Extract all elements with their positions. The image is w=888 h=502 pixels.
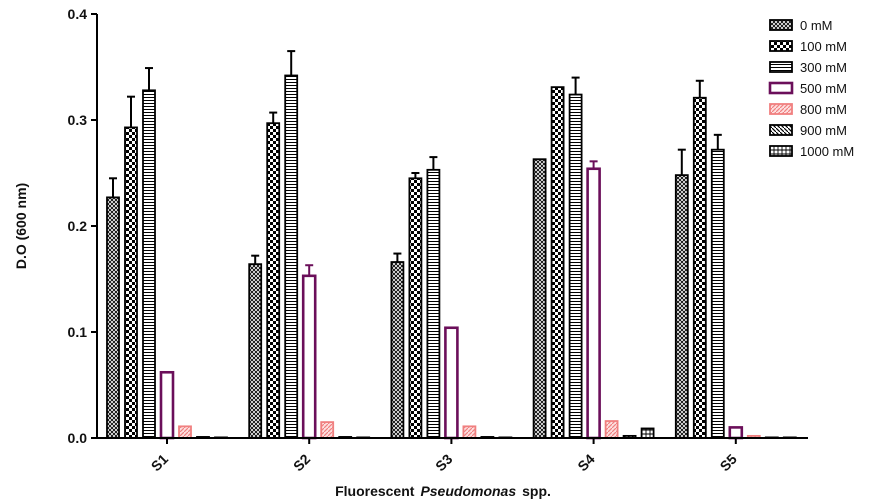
legend-swatch bbox=[769, 103, 793, 115]
bar-S1-300mM bbox=[142, 89, 156, 439]
bar-S5-500mM bbox=[728, 426, 744, 440]
bar-S4-0mM bbox=[532, 158, 547, 439]
legend-swatch bbox=[769, 61, 793, 73]
legend-swatch bbox=[769, 19, 793, 31]
bar-S3-300mM bbox=[426, 168, 441, 439]
bar-S1-800mM bbox=[178, 425, 192, 439]
x-tick-label: S3 bbox=[432, 451, 456, 475]
y-tick-label: 0.0 bbox=[68, 430, 88, 446]
bar-S3-0mM bbox=[390, 261, 405, 439]
bar-S1-0mM bbox=[106, 196, 120, 439]
x-axis-title: Fluorescent Pseudomonas spp. bbox=[335, 483, 551, 499]
legend: 0 mM 100 mM 300 mM 500 mM 800 mM 900 mM 1000 m… bbox=[768, 18, 854, 159]
legend-swatch bbox=[768, 81, 794, 95]
bar-S1-500mM bbox=[159, 370, 175, 440]
x-axis-title-prefix: Fluorescent bbox=[335, 483, 415, 499]
y-tick-label: 0.3 bbox=[68, 112, 88, 128]
y-tick-label: 0.1 bbox=[68, 324, 88, 340]
bar-S3-500mM bbox=[444, 326, 459, 440]
bar-S3-800mM bbox=[462, 425, 477, 439]
y-tick-label: 0.2 bbox=[68, 218, 88, 234]
bar-S4-1000mM bbox=[640, 427, 655, 439]
y-axis-title: D.O (600 nm) bbox=[13, 183, 29, 269]
bar-S2-800mM bbox=[320, 421, 335, 439]
legend-label: 1000 mM bbox=[800, 144, 854, 159]
bar-S4-500mM bbox=[586, 167, 601, 440]
legend-label: 800 mM bbox=[800, 102, 847, 117]
bar-S5-300mM bbox=[710, 148, 725, 439]
legend-swatch bbox=[769, 40, 793, 52]
bar-S5-100mM bbox=[692, 96, 707, 439]
bar-S3-100mM bbox=[408, 177, 423, 439]
x-tick-label: S2 bbox=[290, 451, 314, 475]
x-tick-label: S4 bbox=[574, 451, 598, 475]
bar-S2-100mM bbox=[266, 122, 281, 439]
legend-swatch bbox=[769, 124, 793, 136]
bar-S5-0mM bbox=[674, 174, 689, 439]
legend-label: 300 mM bbox=[800, 60, 847, 75]
x-axis-title-genus: Pseudomonas bbox=[420, 483, 516, 499]
bar-S1-100mM bbox=[124, 126, 138, 439]
bar-S2-300mM bbox=[284, 74, 299, 439]
y-tick-label: 0.4 bbox=[68, 6, 88, 22]
bar-S4-800mM bbox=[604, 420, 619, 439]
bar-S4-300mM bbox=[568, 93, 583, 439]
bar-S4-100mM bbox=[550, 86, 565, 439]
legend-swatch bbox=[769, 145, 793, 157]
x-axis-title-suffix: spp. bbox=[522, 483, 551, 499]
legend-label: 900 mM bbox=[800, 123, 847, 138]
legend-label: 0 mM bbox=[800, 18, 833, 33]
x-tick-label: S5 bbox=[716, 451, 740, 475]
bars-layer bbox=[106, 50, 797, 440]
bar-S2-0mM bbox=[248, 263, 263, 439]
legend-label: 100 mM bbox=[800, 39, 847, 54]
bar-S2-500mM bbox=[301, 274, 317, 440]
x-tick-label: S1 bbox=[148, 451, 172, 475]
legend-label: 500 mM bbox=[800, 81, 847, 96]
